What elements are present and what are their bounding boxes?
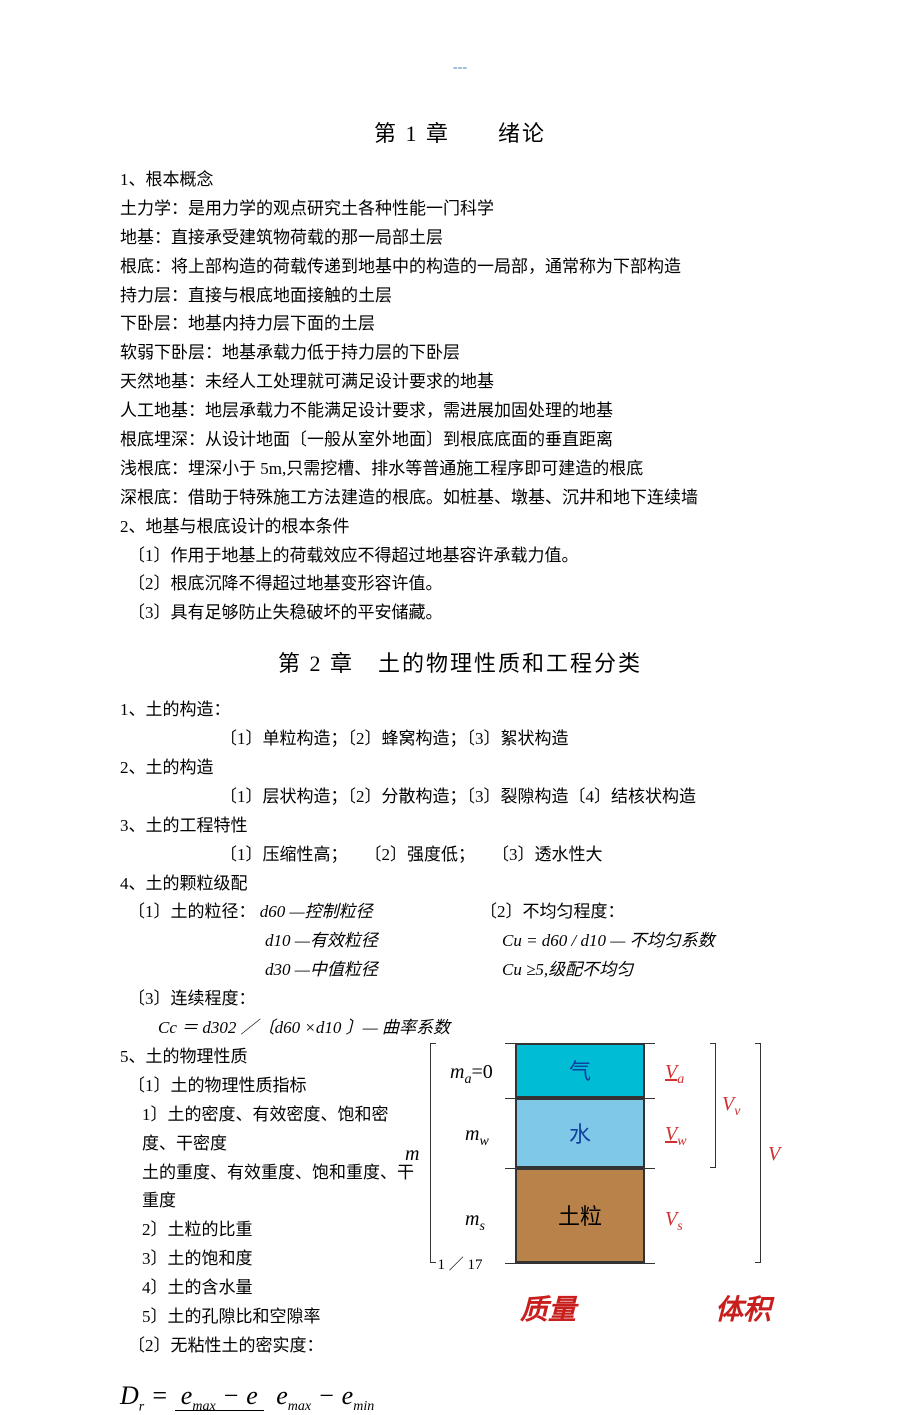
ch2-s1-sub: 〔1〕单粒构造；〔2〕蜂窝构造；〔3〕絮状构造 xyxy=(120,725,800,754)
f-lhs: D xyxy=(120,1381,139,1410)
s4-1-head: 〔1〕土的粒径： xyxy=(128,902,256,921)
bracket-m xyxy=(430,1043,436,1263)
ch2-s2-sub: 〔1〕层状构造；〔2〕分散构造；〔3〕裂隙构造〔4〕结核状构造 xyxy=(120,783,800,812)
tick-line xyxy=(505,1043,655,1044)
ch1-s2-head: 2、地基与根底设计的根本条件 xyxy=(120,513,800,542)
f-minus1: − xyxy=(216,1381,247,1410)
mw-label: mw xyxy=(465,1123,489,1150)
phase-water: 水 xyxy=(515,1098,645,1168)
f-num1: e xyxy=(181,1381,193,1410)
s5-1f: 5〕土的孔隙比和空隙率 xyxy=(120,1303,420,1332)
ms-m: m xyxy=(465,1208,479,1230)
ch1-l6: 软弱下卧层：地基承载力低于持力层的下卧层 xyxy=(120,339,800,368)
ch1-s1-head: 1、根本概念 xyxy=(120,166,800,195)
solid-label: 土粒 xyxy=(558,1199,602,1231)
mass-caption: 质量 xyxy=(520,1288,576,1328)
mw-m: m xyxy=(465,1123,479,1145)
f-minus2: − xyxy=(311,1381,342,1410)
ch1-l4: 持力层：直接与根底地面接触的土层 xyxy=(120,282,800,311)
vs-label: Vs xyxy=(665,1208,683,1235)
va-sub: a xyxy=(677,1072,684,1087)
f-den2: e xyxy=(342,1381,354,1410)
phase-air: 气 xyxy=(515,1043,645,1098)
header-dash: --- xyxy=(120,60,800,76)
s5-1: 〔1〕土的物理性质指标 xyxy=(120,1072,420,1101)
ma-eq: =0 xyxy=(471,1061,492,1083)
bracket-vv xyxy=(710,1043,716,1168)
va-v: V xyxy=(665,1061,677,1083)
m-label: m xyxy=(405,1143,419,1166)
tick-line xyxy=(505,1168,655,1169)
vw-label: Vw xyxy=(665,1123,687,1150)
mw-sub: w xyxy=(479,1134,488,1149)
water-label: 水 xyxy=(569,1117,591,1149)
vs-sub: s xyxy=(677,1219,682,1234)
ch1-c3: 〔3〕具有足够防止失稳破坏的平安储藏。 xyxy=(120,599,800,628)
s5-1e: 4〕土的含水量 xyxy=(120,1274,420,1303)
ch1-c2: 〔2〕根底沉降不得超过地基变形容许值。 xyxy=(120,570,800,599)
s4-2-head: 〔2〕不均匀程度： xyxy=(480,898,800,927)
ch2-s3-sub: 〔1〕压缩性高； 〔2〕强度低； 〔3〕透水性大 xyxy=(120,841,800,870)
air-label: 气 xyxy=(569,1054,591,1086)
s5-1c: 2〕土粒的比重 xyxy=(120,1216,420,1245)
vv-label: Vv xyxy=(722,1093,740,1120)
page-footer: 1 ／ 17 xyxy=(0,1253,920,1274)
s5-2: 〔2〕无粘性土的密实度： xyxy=(120,1332,420,1361)
phase-solid: 土粒 xyxy=(515,1168,645,1263)
ch1-l1: 土力学：是用力学的观点研究土各种性能一门科学 xyxy=(120,195,800,224)
ch2-s4: 4、土的颗粒级配 xyxy=(120,870,800,899)
ch2-s1: 1、土的构造： xyxy=(120,696,800,725)
va-label: Va xyxy=(665,1061,684,1088)
ms-sub: s xyxy=(479,1219,484,1234)
v-label: V xyxy=(768,1143,780,1166)
f-lhs-sub: r xyxy=(139,1399,144,1414)
bracket-v xyxy=(755,1043,761,1263)
vv-v: V xyxy=(722,1093,734,1115)
f-den1: e xyxy=(276,1381,288,1410)
ch1-l10: 浅根底：埋深小于 5m,只需挖槽、排水等普通施工程序即可建造的根底 xyxy=(120,455,800,484)
f-num2: e xyxy=(246,1381,258,1410)
ch1-l8: 人工地基：地层承载力不能满足设计要求，需进展加固处理的地基 xyxy=(120,397,800,426)
density-formula: Dr = emax − e emax − emin xyxy=(120,1381,420,1415)
s4-1c: d30 —中值粒径 xyxy=(120,956,440,985)
s4-3-head: 〔3〕连续程度： xyxy=(120,985,800,1014)
ms-label: ms xyxy=(465,1208,485,1235)
chapter1-title: 第 1 章 绪论 xyxy=(120,116,800,148)
ma-m: m xyxy=(450,1061,464,1083)
vv-sub: v xyxy=(734,1104,740,1119)
ch1-c1: 〔1〕作用于地基上的荷载效应不得超过地基容许承载力值。 xyxy=(120,542,800,571)
phase-diagram: m ma=0 mw ms 气 水 土粒 xyxy=(450,1043,820,1323)
vw-v: V xyxy=(665,1123,677,1145)
s4-2a: Cu = d60 / d10 — 不均匀系数 xyxy=(480,927,800,956)
s4-2b: Cu ≥5,级配不均匀 xyxy=(480,956,800,985)
ch1-l2: 地基：直接承受建筑物荷载的那一局部土层 xyxy=(120,224,800,253)
s4-3a: Cc ＝ d302 ／〔d60 ×d10 〕— 曲率系数 xyxy=(120,1014,800,1043)
f-num1s: max xyxy=(192,1399,215,1414)
vol-caption: 体积 xyxy=(715,1288,771,1328)
vs-v: V xyxy=(665,1208,677,1230)
ch1-l9: 根底埋深：从设计地面〔一般从室外地面〕到根底底面的垂直距离 xyxy=(120,426,800,455)
ch1-l5: 下卧层：地基内持力层下面的土层 xyxy=(120,310,800,339)
ch2-s2: 2、土的构造 xyxy=(120,754,800,783)
ch1-l3: 根底：将上部构造的荷载传递到地基中的构造的一局部，通常称为下部构造 xyxy=(120,253,800,282)
vw-sub: w xyxy=(677,1134,686,1149)
ch1-l11: 深根底：借助于特殊施工方法建造的根底。如桩基、墩基、沉井和地下连续墙 xyxy=(120,484,800,513)
ch2-s5: 5、土的物理性质 xyxy=(120,1043,420,1072)
tick-line xyxy=(505,1098,655,1099)
f-den2s: min xyxy=(353,1399,374,1414)
ch2-s4-1: 〔1〕土的粒径： d60 —控制粒径 xyxy=(120,898,440,927)
s4-1a: d60 —控制粒径 xyxy=(260,902,373,921)
s4-1b: d10 —有效粒径 xyxy=(120,927,440,956)
s5-1b: 土的重度、有效重度、饱和重度、干重度 xyxy=(120,1159,420,1217)
ch2-s3: 3、土的工程特性 xyxy=(120,812,800,841)
f-den1s: max xyxy=(288,1399,311,1414)
ma-label: ma=0 xyxy=(450,1061,493,1088)
f-eq: = xyxy=(151,1381,175,1410)
ch1-l7: 天然地基：未经人工处理就可满足设计要求的地基 xyxy=(120,368,800,397)
s5-1a: 1〕土的密度、有效密度、饱和密度、干密度 xyxy=(120,1101,420,1159)
chapter2-title: 第 2 章 土的物理性质和工程分类 xyxy=(120,646,800,678)
